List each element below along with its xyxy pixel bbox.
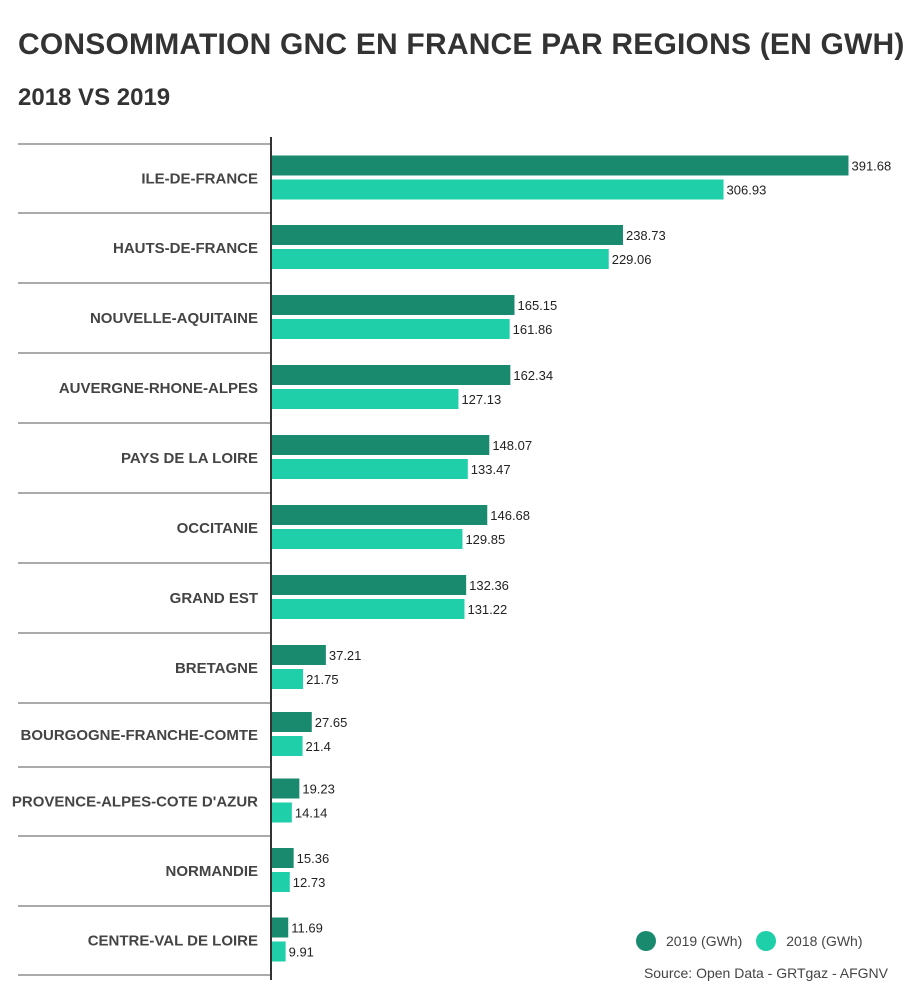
bar-2019	[271, 778, 300, 799]
value-label: 27.65	[315, 715, 348, 730]
bar-2018	[271, 389, 459, 409]
category-label: OCCITANIE	[177, 520, 258, 537]
value-label: 19.23	[302, 782, 335, 797]
chart-subtitle: 2018 VS 2019	[18, 84, 171, 111]
value-label: 238.73	[626, 228, 666, 243]
legend: 2019 (GWh) 2018 (GWh)	[636, 931, 863, 951]
legend-swatch-2018	[756, 931, 777, 951]
legend-label-2019: 2019 (GWh)	[666, 933, 743, 949]
bar-2019	[271, 295, 515, 315]
value-label: 132.36	[469, 578, 509, 593]
value-label: 129.85	[465, 532, 505, 547]
row-separators	[18, 143, 271, 976]
value-label: 146.68	[490, 508, 530, 523]
category-label: PROVENCE-ALPES-COTE D'AZUR	[12, 794, 258, 811]
value-label: 229.06	[612, 252, 652, 267]
value-label: 21.75	[306, 672, 339, 687]
value-label: 162.34	[513, 368, 553, 383]
bar-2018	[271, 459, 468, 479]
bar-2019	[271, 435, 490, 455]
legend-item-2019: 2019 (GWh)	[636, 931, 742, 951]
bar-2019	[271, 712, 312, 732]
value-label: 391.68	[851, 159, 891, 174]
bar-2018	[271, 736, 303, 756]
bar-2018	[271, 941, 286, 962]
value-label: 11.69	[291, 921, 323, 936]
legend-swatch-2019	[636, 931, 656, 951]
category-label: NOUVELLE-AQUITAINE	[90, 310, 258, 327]
value-label: 14.14	[295, 806, 328, 821]
bar-2019	[271, 645, 326, 665]
bar-2018	[271, 529, 463, 549]
category-label: BOURGOGNE-FRANCHE-COMTE	[21, 727, 259, 744]
legend-item-2018: 2018 (GWh)	[756, 931, 863, 951]
value-label: 15.36	[297, 851, 330, 866]
value-label: 133.47	[471, 462, 511, 477]
category-label: NORMANDIE	[166, 863, 259, 880]
value-label: 9.91	[289, 945, 314, 960]
value-label: 131.22	[467, 602, 507, 617]
value-label: 161.86	[513, 322, 553, 337]
category-label: CENTRE-VAL DE LOIRE	[88, 933, 258, 950]
bar-2019	[271, 155, 849, 176]
category-labels: ILE-DE-FRANCE HAUTS-DE-FRANCE NOUVELLE-AQU…	[12, 171, 258, 950]
bar-2018	[271, 599, 465, 619]
value-label: 37.21	[329, 648, 362, 663]
value-label: 21.4	[306, 739, 331, 754]
category-label: AUVERGNE-RHONE-ALPES	[59, 380, 258, 397]
category-label: ILE-DE-FRANCE	[141, 171, 258, 188]
bar-2019	[271, 505, 488, 525]
category-label: HAUTS-DE-FRANCE	[113, 240, 258, 257]
value-label: 148.07	[492, 438, 532, 453]
bar-2019	[271, 575, 467, 595]
bar-2019	[271, 365, 511, 385]
value-label: 12.73	[293, 875, 326, 890]
bar-2019	[271, 225, 623, 245]
bar-2018	[271, 872, 290, 892]
bar-2018	[271, 179, 724, 200]
value-label: 165.15	[517, 298, 557, 313]
bar-2019	[271, 917, 289, 938]
legend-label-2018: 2018 (GWh)	[786, 933, 863, 949]
bars-group: 391.68 306.93 238.73 229.06 165.15 161.86 162.…	[271, 155, 891, 962]
category-label: GRAND EST	[170, 590, 258, 607]
category-label: BRETAGNE	[175, 660, 258, 677]
source-note: Source: Open Data - GRTgaz - AFGNV	[643, 965, 888, 981]
bar-2018	[271, 319, 510, 339]
category-label: PAYS DE LA LOIRE	[121, 450, 258, 467]
value-label: 127.13	[461, 392, 501, 407]
chart-title: CONSOMMATION GNC EN FRANCE PAR REGIONS (…	[18, 28, 905, 61]
value-label: 306.93	[727, 183, 767, 198]
bar-2018	[271, 802, 292, 823]
bar-2019	[271, 848, 294, 868]
bar-2018	[271, 249, 609, 269]
bar-2018	[271, 669, 304, 689]
